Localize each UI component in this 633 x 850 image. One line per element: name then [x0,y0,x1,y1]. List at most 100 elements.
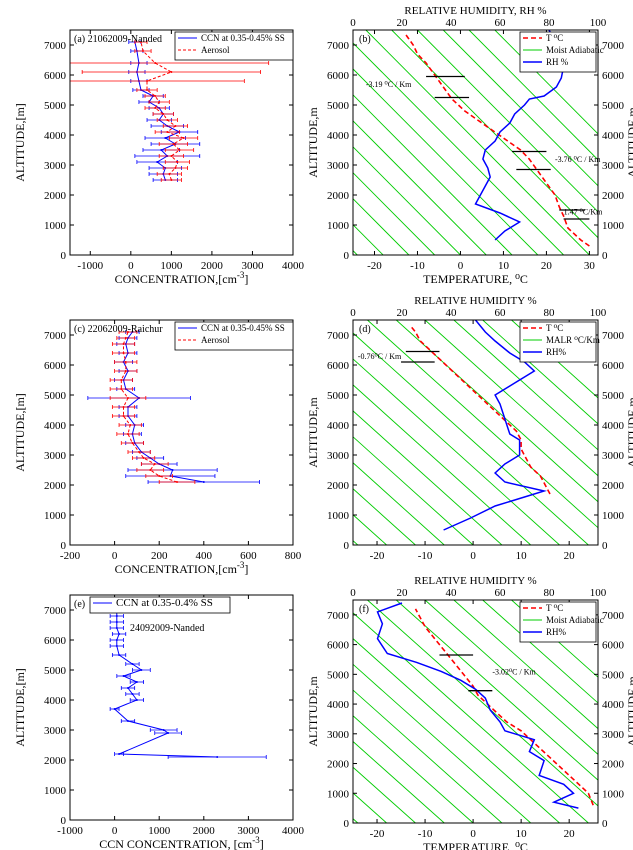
x-tick-label: 200 [151,550,168,562]
x-tick-label: 0 [128,260,134,272]
x-tick-label: 0 [470,550,476,562]
y-tick-label: 2000 [44,755,67,767]
plot-area [56,30,598,255]
moist-adiabat-line [353,766,416,823]
legend-label: T ⁰C [546,323,563,333]
x-tick-label: 4000 [282,260,305,272]
data-point [166,131,169,133]
x-tick-label: 3000 [237,825,260,837]
data-point [154,62,157,64]
moist-adiabat-line [353,514,387,545]
y-tick-label-right: 4000 [602,130,625,142]
moist-adiabat-line [56,30,280,255]
moist-adiabat-line [108,30,332,255]
y-tick-label: 7000 [327,610,350,622]
data-point [122,406,125,408]
x-tick-label: 0 [458,260,464,272]
top-tick-label: 0 [350,587,356,599]
rh-axis-label: RELATIVE HUMIDITY % [414,295,536,307]
x-tick-label: 2000 [201,260,224,272]
moist-adiabat-line [353,462,445,545]
x-tick-label: 30 [584,260,596,272]
legend-label: RH% [546,347,567,357]
y-axis-title-left: ALTITUDE,m [306,107,320,178]
legend-label: T ⁰C [546,603,563,613]
y-tick-label: 0 [344,250,350,262]
top-tick-label: 80 [544,17,556,29]
y-tick-label: 0 [344,818,350,830]
data-point [129,424,132,426]
moist-adiabat-line [442,30,598,187]
data-point [122,352,125,354]
moist-adiabat-line [424,320,598,477]
x-tick-label: 0 [112,550,118,562]
data-point [122,415,125,417]
moist-adiabat-line [353,94,513,255]
data-point [122,675,125,677]
moist-adiabat-line [353,612,589,823]
y-tick-label: 0 [61,540,67,552]
lapse-rate-annotation: 1.47 ⁰C/Km [564,208,604,217]
y-tick-label: 3000 [327,450,350,462]
y-tick-label: 3000 [44,160,67,172]
x-tick-label: 1000 [148,825,171,837]
y-tick-label: 7000 [44,605,67,617]
y-tick-label: 5000 [44,390,67,402]
y-tick-label: 7000 [327,40,350,52]
legend-label: Moist Adiabatic [546,615,604,625]
y-tick-label: 6000 [44,70,67,82]
y-tick-label: 1000 [44,510,67,522]
y-tick-label: 5000 [44,665,67,677]
y-tick-label: 1000 [327,220,350,232]
moist-adiabat-line [82,30,306,255]
y-tick-label: 4000 [44,130,67,142]
y-tick-label: 1000 [327,510,350,522]
y-tick-label: 1000 [44,220,67,232]
x-tick-label: -200 [60,550,81,562]
data-point [115,639,118,641]
x-axis-title-main: CONCENTRATION,[cm [115,562,238,576]
x-tick-label: -10 [410,260,425,272]
data-point [158,475,161,477]
x-tick-label: -10 [418,550,433,562]
y-tick-label: 0 [61,815,67,827]
x-tick-label: 400 [196,550,213,562]
legend-label: MALR ⁰C/Km [546,335,600,345]
y-tick-label-right: 7000 [602,610,625,622]
temperature-profile [414,608,594,806]
data-point [118,753,121,755]
x-tick-label: 800 [285,550,302,562]
data-point [164,137,167,139]
y-tick-label-right: 1000 [602,510,625,522]
y-tick-label-right: 1000 [602,220,625,232]
y-tick-label: 2000 [327,480,350,492]
y-tick-label: 1000 [327,788,350,800]
data-point [156,161,159,163]
moist-adiabat-line [365,30,590,255]
top-tick-label: 20 [397,17,409,29]
data-point [135,699,138,701]
legend-label: RH % [546,57,569,67]
plot-area [70,40,270,182]
x-axis-title-main: CONCENTRATION,[cm [115,272,238,286]
moist-adiabat-line [417,30,598,213]
data-point [124,337,127,339]
x-tick-label: 10 [516,828,528,840]
legend-label: CCN at 0.35-0.45% SS [201,33,285,43]
data-point [166,119,169,121]
plot-area [353,600,598,823]
data-point [126,331,129,333]
rh-profile [376,602,579,809]
y-tick-label-right: 7000 [602,330,625,342]
top-tick-label: 40 [446,307,458,319]
moist-adiabat-line [50,320,300,545]
y-tick-label-right: 2000 [602,190,625,202]
y-tick-label-right: 2000 [602,480,625,492]
moist-adiabat-line [353,146,461,255]
y-tick-label: 5000 [327,390,350,402]
plot-frame [352,29,599,256]
moist-adiabat-line [353,358,560,545]
y-tick-label: 3000 [44,725,67,737]
panel-label: (a) 21062009-Nanded [74,34,162,45]
